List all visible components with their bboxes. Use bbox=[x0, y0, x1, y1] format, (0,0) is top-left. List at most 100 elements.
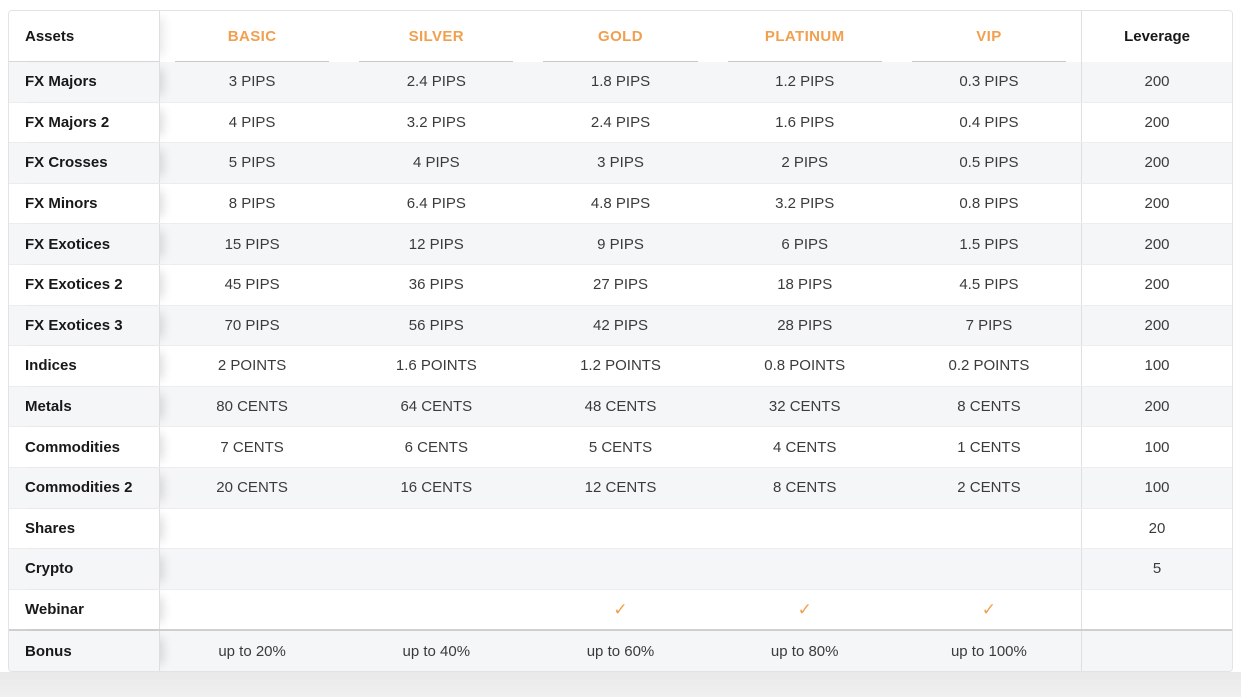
leverage-value: 200 bbox=[1081, 386, 1232, 427]
plan-value bbox=[160, 549, 344, 589]
leverage-value: 200 bbox=[1081, 183, 1232, 224]
plan-value bbox=[160, 590, 344, 630]
plan-value: 4 PIPS bbox=[412, 154, 460, 172]
plan-value: up to 20% bbox=[218, 642, 286, 660]
plan-value: 8 CENTS bbox=[773, 479, 837, 497]
asset-label: FX Exotices bbox=[9, 224, 160, 264]
plan-value: 1.6 PIPS bbox=[775, 113, 835, 131]
plan-value: 0.2 POINTS bbox=[948, 357, 1030, 375]
leverage-value: 100 bbox=[1081, 427, 1232, 467]
plan-value: up to 60% bbox=[586, 642, 655, 660]
leverage-value bbox=[1081, 589, 1232, 630]
plan-value: 0.8 POINTS bbox=[764, 357, 846, 375]
plan-value: 6 CENTS bbox=[404, 438, 468, 456]
plan-value: 4 CENTS bbox=[773, 438, 837, 456]
plan-value: 4 PIPS bbox=[228, 113, 276, 131]
asset-label: FX Majors bbox=[9, 62, 160, 102]
table-row: Crypto 5 bbox=[9, 548, 1232, 589]
plan-value: 3.2 PIPS bbox=[406, 113, 466, 131]
table-header-row: Assets BASIC SILVER GOLD PLATINUM VIP Le… bbox=[9, 11, 1232, 62]
plan-value: 2.4 PIPS bbox=[590, 113, 651, 131]
table-row: FX Exotices 2 45 PIPS 36 PIPS 27 PIPS 18… bbox=[9, 263, 1232, 305]
plan-value: 0.4 PIPS bbox=[959, 113, 1019, 131]
leverage-value bbox=[1081, 631, 1232, 671]
plan-value: 12 PIPS bbox=[408, 235, 464, 253]
plan-value: 20 CENTS bbox=[216, 479, 288, 497]
asset-label: Indices bbox=[9, 346, 160, 386]
plan-value: 9 PIPS bbox=[597, 235, 644, 253]
plan-value: 70 PIPS bbox=[224, 316, 280, 334]
asset-label: Shares bbox=[9, 508, 160, 549]
asset-label: Metals bbox=[9, 386, 160, 427]
plan-value: 1.8 PIPS bbox=[590, 73, 651, 91]
plan-value bbox=[528, 549, 712, 589]
plan-value: up to 80% bbox=[770, 642, 839, 660]
plan-value: 27 PIPS bbox=[592, 276, 649, 294]
table-row: FX Crosses 5 PIPS 4 PIPS 3 PIPS 2 PIPS 0… bbox=[9, 142, 1232, 183]
plan-value: 42 PIPS bbox=[592, 316, 649, 334]
plan-value: 1.2 POINTS bbox=[580, 357, 661, 375]
account-comparison-table: Assets BASIC SILVER GOLD PLATINUM VIP Le… bbox=[8, 10, 1233, 672]
asset-label: FX Crosses bbox=[9, 143, 160, 183]
plan-value: 3 PIPS bbox=[228, 73, 276, 91]
check-icon: ✓ bbox=[981, 599, 997, 619]
page-background-strip bbox=[0, 672, 1241, 697]
plan-value bbox=[344, 549, 528, 589]
plan-value: 0.8 PIPS bbox=[959, 195, 1019, 213]
column-header-silver: SILVER bbox=[344, 11, 528, 62]
plan-value: 56 PIPS bbox=[408, 316, 464, 334]
asset-label: FX Minors bbox=[9, 183, 160, 224]
table-row: Shares 20 bbox=[9, 507, 1232, 549]
plan-value: 12 CENTS bbox=[584, 479, 657, 497]
asset-label: FX Exotices 3 bbox=[9, 305, 160, 346]
plan-value: 64 CENTS bbox=[400, 398, 473, 416]
table-row: FX Exotices 15 PIPS 12 PIPS 9 PIPS 6 PIP… bbox=[9, 223, 1232, 264]
plan-value bbox=[713, 509, 897, 549]
column-header-platinum: PLATINUM bbox=[713, 11, 897, 62]
plan-value: 45 PIPS bbox=[224, 276, 280, 294]
plan-value: 6.4 PIPS bbox=[406, 195, 466, 213]
plan-value: 4.8 PIPS bbox=[590, 195, 651, 213]
plan-value: up to 40% bbox=[402, 642, 471, 660]
table-row-bonus: Bonus up to 20% up to 40% up to 60% up t… bbox=[9, 629, 1232, 671]
asset-label: Crypto bbox=[9, 549, 160, 589]
column-header-basic: BASIC bbox=[160, 11, 344, 62]
plan-value: 1.6 POINTS bbox=[395, 357, 477, 375]
plan-value: 3.2 PIPS bbox=[775, 195, 835, 213]
plan-value: 4.5 PIPS bbox=[959, 276, 1019, 294]
plan-value bbox=[897, 509, 1081, 549]
leverage-value: 200 bbox=[1081, 143, 1232, 183]
leverage-value: 100 bbox=[1081, 346, 1232, 386]
asset-label: Bonus bbox=[9, 631, 160, 671]
plan-value: 8 CENTS bbox=[957, 398, 1021, 416]
leverage-value: 200 bbox=[1081, 224, 1232, 264]
plan-value: 80 CENTS bbox=[216, 398, 288, 416]
asset-label: Webinar bbox=[9, 589, 160, 630]
plan-value: 28 PIPS bbox=[777, 316, 833, 334]
plan-value bbox=[713, 549, 897, 589]
column-header-gold: GOLD bbox=[528, 11, 712, 62]
plan-value: 1.5 PIPS bbox=[959, 235, 1019, 253]
leverage-value: 200 bbox=[1081, 264, 1232, 305]
plan-value: 5 PIPS bbox=[228, 154, 276, 172]
leverage-value: 200 bbox=[1081, 62, 1232, 102]
plan-value bbox=[897, 549, 1081, 589]
plan-value bbox=[344, 509, 528, 549]
plan-value: 5 CENTS bbox=[588, 438, 653, 456]
check-icon: ✓ bbox=[797, 599, 812, 619]
table-row: FX Minors 8 PIPS 6.4 PIPS 4.8 PIPS 3.2 P… bbox=[9, 182, 1232, 224]
plan-value: 2.4 PIPS bbox=[406, 73, 466, 91]
plan-value: 36 PIPS bbox=[408, 276, 464, 294]
asset-label: Commodities 2 bbox=[9, 467, 160, 508]
plan-value bbox=[344, 590, 528, 630]
plan-value: 48 CENTS bbox=[584, 398, 657, 416]
table-row: Commodities 2 20 CENTS 16 CENTS 12 CENTS… bbox=[9, 466, 1232, 508]
plan-value: 16 CENTS bbox=[400, 479, 473, 497]
column-header-leverage: Leverage bbox=[1081, 11, 1232, 62]
plan-value: 7 PIPS bbox=[965, 316, 1013, 334]
plan-value: 18 PIPS bbox=[777, 276, 833, 294]
plan-value: 3 PIPS bbox=[597, 154, 644, 172]
leverage-value: 100 bbox=[1081, 467, 1232, 508]
table-row-webinar: Webinar ✓ ✓ ✓ bbox=[9, 588, 1232, 630]
